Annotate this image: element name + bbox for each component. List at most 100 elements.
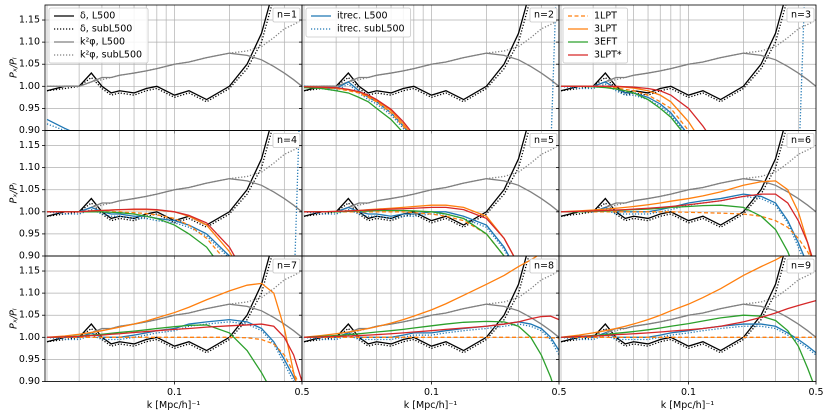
series-line [560,130,785,226]
series-line [304,270,559,338]
x-axis-title: k [Mpc/h]⁻¹ [404,400,458,411]
x-tick-label: 0.5 [551,387,566,398]
legend-label: 3EFT [594,37,617,48]
panel-label: n=1 [272,7,301,23]
series-line [303,81,408,131]
panel: 0.90 0.95 1.00 1.05 1.10 1.15 0.1 0.5 Pₓ/Pₗ k [Mp… [9,255,310,411]
x-tick-label: 0.1 [424,387,439,398]
y-tick-label: 0.95 [19,228,40,239]
series-line [560,314,814,382]
legend-label: itrec. L500 [337,11,388,22]
panel-label-box [786,7,815,23]
series-line [47,144,302,213]
legend-label: k²φ, L500 [80,37,125,48]
series-line [561,144,816,213]
series-line [561,85,707,131]
panel-label: n=5 [529,133,558,148]
y-tick-label: 0.95 [19,354,40,365]
series-line [304,336,559,339]
legend: 1LPT 3LPT 3EFT 3LPT* [562,7,629,64]
plot-area [303,130,559,256]
series-line [303,86,408,131]
panel: 0.1 0.5 k [Mpc/h]⁻¹ n=9 [556,255,824,411]
plot-area [560,5,816,131]
series-line [47,206,231,256]
series-line [561,81,686,131]
axes-frame [558,130,817,257]
y-tick-label: 1.00 [19,206,40,217]
series-line [560,256,785,352]
series-line [304,144,559,213]
series-line [560,5,785,101]
panel: n=3 1LPT 3LPT 3EFT 3LPT* [556,4,817,134]
plot-area [560,256,816,382]
panel-label: n=7 [272,258,301,274]
panel: n=5 [299,130,560,259]
panel-label: n=6 [786,133,815,148]
panel-label-box [529,258,558,274]
series-line [46,256,271,352]
x-tick-label: 0.1 [681,387,696,398]
panel-label-text: n=3 [791,10,811,21]
legend-box [305,7,412,38]
series-line [303,5,528,101]
legend-label: 3LPT [594,24,617,35]
y-tick-label: 1.05 [19,59,40,70]
legend: δ, L500 δ, subL500 k²φ, L500 k²φ, subL500 [48,7,149,64]
series-line [46,282,297,382]
y-tick-label: 1.15 [19,266,40,277]
panel-label-box [529,7,558,23]
panel: n=2 itrec. L500 itrec. subL500 [299,4,560,134]
legend: itrec. L500 itrec. subL500 [305,7,412,38]
x-axis-title: k [Mpc/h]⁻¹ [661,400,715,411]
y-tick-label: 1.10 [19,37,40,48]
panel-label-box [272,258,301,274]
x-tick-label: 0.1 [167,387,182,398]
panel-label-box [272,133,301,148]
panel-label-text: n=1 [277,10,297,21]
panel-label-box [529,133,558,148]
panel-label-text: n=9 [791,261,811,272]
axes-frame [301,130,560,257]
y-tick-label: 0.90 [19,125,40,136]
panel-label-text: n=2 [534,10,554,21]
legend-label: k²φ, subL500 [80,50,142,61]
panel-label-text: n=6 [791,135,811,146]
series-line [561,211,811,256]
y-axis-title: Pₓ/Pₗ [9,183,20,204]
series-line [561,270,816,338]
y-tick-label: 1.00 [19,81,40,92]
y-tick-label: 0.90 [19,376,40,387]
series-line [561,19,816,87]
legend-label: δ, subL500 [80,24,132,35]
series-line [303,86,412,131]
panel-label-box [272,7,301,23]
series-line [560,193,813,256]
panel-label-text: n=5 [534,135,554,146]
panel-label: n=3 [786,7,815,23]
y-tick-label: 1.00 [19,332,40,343]
series-line [303,86,403,131]
panel: n=6 [556,130,817,259]
axes-frame [301,255,560,382]
series-line [303,315,559,338]
panel: 0.90 0.95 1.00 1.05 1.10 1.15 Pₓ/Pₗ n=4 [9,130,303,262]
panel-label: n=9 [786,258,815,274]
legend-label: δ, L500 [80,11,115,22]
y-tick-label: 1.10 [19,288,40,299]
series-line [47,336,299,382]
series-line [303,5,557,131]
series-line [561,85,683,131]
axes-frame [44,255,303,382]
legend-label: itrec. subL500 [337,24,405,35]
series-line [47,270,302,338]
series-line [304,206,515,256]
series-line [304,321,559,351]
axes-frame [558,255,817,382]
series-line [303,208,509,256]
series-line [46,323,302,382]
y-axis-title: Pₓ/Pₗ [9,308,20,329]
series-line [561,323,816,354]
panel-label-box [786,133,815,148]
